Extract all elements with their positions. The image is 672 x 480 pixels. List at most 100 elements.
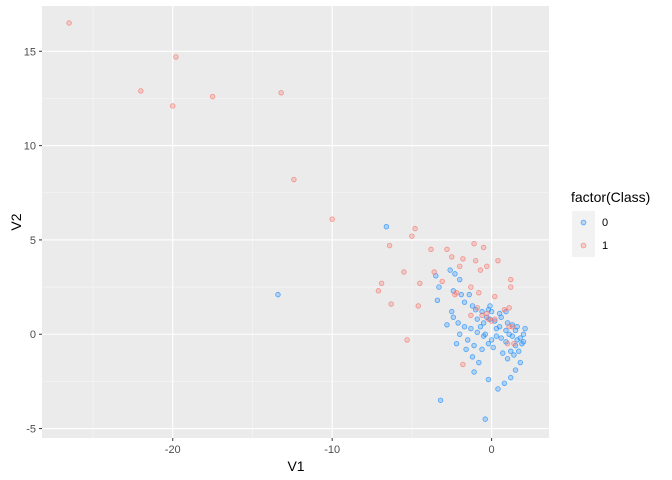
point-class-0 xyxy=(463,346,469,353)
point-class-0 xyxy=(466,291,472,298)
point-class-1 xyxy=(386,242,393,249)
point-class-0 xyxy=(503,327,509,334)
point-class-0 xyxy=(476,359,482,366)
point-class-0 xyxy=(504,356,511,362)
point-class-0 xyxy=(471,369,477,375)
x-tick-label: -20 xyxy=(165,444,181,456)
point-class-0 xyxy=(493,325,500,332)
point-class-1 xyxy=(506,305,512,311)
series-1-points xyxy=(66,20,517,368)
point-class-0 xyxy=(461,323,468,330)
point-class-1 xyxy=(452,291,458,298)
point-class-1 xyxy=(444,246,450,253)
point-class-1 xyxy=(378,280,385,287)
point-class-0 xyxy=(461,299,468,305)
point-class-1 xyxy=(492,316,498,322)
point-class-0 xyxy=(452,271,458,277)
point-class-1 xyxy=(511,340,517,347)
point-class-1 xyxy=(209,93,216,100)
point-class-1 xyxy=(173,54,179,60)
point-class-0 xyxy=(500,350,506,356)
point-class-1 xyxy=(508,284,514,290)
point-class-1 xyxy=(460,256,466,262)
point-class-1 xyxy=(472,257,479,264)
point-class-0 xyxy=(501,380,508,386)
legend-label-1: 1 xyxy=(602,240,608,252)
point-class-0 xyxy=(455,320,461,326)
point-class-0 xyxy=(458,291,465,298)
point-class-0 xyxy=(520,339,527,345)
point-class-0 xyxy=(490,344,496,351)
point-class-1 xyxy=(428,246,434,253)
legend-marker-1 xyxy=(580,242,587,249)
point-class-0 xyxy=(449,308,455,315)
legend-key-0 xyxy=(572,211,595,234)
point-class-1 xyxy=(401,269,407,275)
point-class-0 xyxy=(469,303,476,309)
point-class-0 xyxy=(488,308,495,315)
y-axis-ticks: -5 0 5 10 15 xyxy=(24,46,42,436)
point-class-0 xyxy=(520,331,527,337)
point-class-1 xyxy=(375,288,382,294)
point-class-0 xyxy=(479,346,485,353)
point-class-0 xyxy=(468,325,474,332)
point-class-1 xyxy=(474,305,480,311)
point-class-1 xyxy=(449,254,455,260)
point-class-0 xyxy=(488,337,495,343)
point-class-0 xyxy=(474,329,480,336)
legend: factor(Class) 0 1 xyxy=(571,189,650,257)
point-class-1 xyxy=(409,233,415,239)
point-class-1 xyxy=(480,244,487,251)
point-class-1 xyxy=(460,361,466,368)
point-class-1 xyxy=(388,301,394,307)
point-class-1 xyxy=(431,269,437,275)
point-class-0 xyxy=(453,340,460,347)
point-class-1 xyxy=(439,278,445,285)
point-class-0 xyxy=(496,310,503,317)
point-class-1 xyxy=(476,290,482,296)
minor-gridlines xyxy=(42,6,549,438)
legend-title: factor(Class) xyxy=(571,189,650,205)
y-tick-label: 5 xyxy=(30,235,36,247)
point-class-1 xyxy=(138,88,144,94)
point-class-1 xyxy=(170,103,176,109)
point-class-0 xyxy=(517,335,524,341)
point-class-1 xyxy=(66,20,72,26)
y-tick-label: -5 xyxy=(26,424,36,436)
point-class-1 xyxy=(508,276,514,283)
point-class-0 xyxy=(469,354,476,360)
point-class-0 xyxy=(383,224,390,230)
major-gridlines xyxy=(42,6,549,438)
y-tick-label: 0 xyxy=(30,329,36,341)
x-axis-title: V1 xyxy=(287,458,304,474)
point-class-1 xyxy=(468,312,474,319)
point-class-0 xyxy=(457,276,463,283)
point-class-1 xyxy=(471,240,477,247)
point-class-1 xyxy=(506,323,512,330)
y-axis-title: V2 xyxy=(8,213,24,230)
point-class-0 xyxy=(275,291,281,298)
point-class-1 xyxy=(404,337,410,343)
point-class-0 xyxy=(487,303,493,309)
point-class-0 xyxy=(480,320,487,326)
point-class-1 xyxy=(457,263,463,270)
point-class-0 xyxy=(512,367,519,373)
legend-key-1 xyxy=(572,234,595,257)
point-class-0 xyxy=(444,322,450,328)
point-class-0 xyxy=(522,325,528,332)
point-class-0 xyxy=(447,267,453,273)
point-class-0 xyxy=(437,397,444,403)
point-class-0 xyxy=(493,333,500,339)
point-class-0 xyxy=(474,316,480,322)
point-class-0 xyxy=(516,348,522,354)
x-axis-ticks: -20 -10 0 xyxy=(165,438,495,456)
y-tick-label: 10 xyxy=(24,141,36,153)
point-class-0 xyxy=(471,342,477,349)
point-class-1 xyxy=(291,176,297,183)
point-class-1 xyxy=(501,307,508,313)
point-class-1 xyxy=(484,263,490,270)
point-class-1 xyxy=(495,257,501,264)
point-class-0 xyxy=(511,352,517,358)
point-class-0 xyxy=(495,386,501,392)
